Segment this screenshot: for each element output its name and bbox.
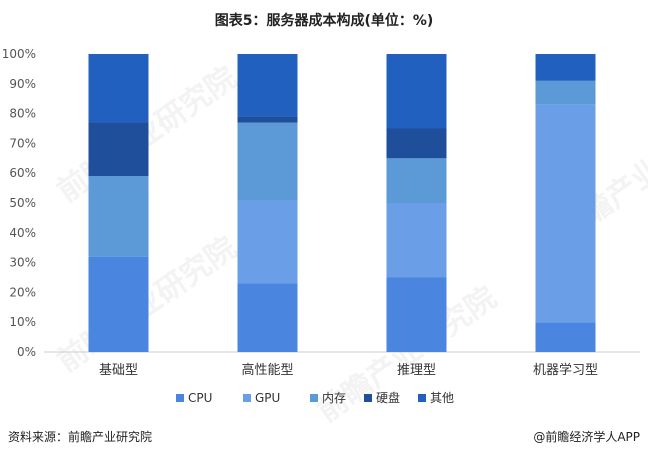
bar-segment [535, 104, 596, 323]
legend-swatch [243, 394, 251, 402]
bar-segment [237, 116, 298, 123]
y-tick-label: 70% [9, 136, 36, 150]
y-tick-label: 0% [17, 345, 36, 359]
legend-label: 内存 [322, 391, 346, 405]
legend-swatch [310, 394, 318, 402]
bar-segment [88, 176, 149, 257]
bar-segment [88, 122, 149, 177]
bar-segment [535, 54, 596, 81]
bar-segment [88, 256, 149, 352]
stacked-bar-chart: 0% 10% 20% 30% 40% 50% 60% 70% 80% 90% 100% 基础型 高性能型… [2, 47, 640, 405]
y-tick-label: 90% [9, 77, 36, 91]
bar-segment [535, 322, 596, 352]
x-tick-label: 推理型 [397, 363, 436, 378]
bar-segment [237, 54, 298, 117]
legend-swatch [176, 394, 184, 402]
chart-title: 图表5：服务器成本构成(单位：%) [214, 13, 434, 29]
legend-label: 其他 [430, 391, 454, 405]
y-tick-label: 80% [9, 107, 36, 121]
source-note: 资料来源：前瞻产业研究院 [8, 430, 153, 444]
x-tick-label: 机器学习型 [533, 362, 598, 378]
bar-segment [535, 80, 596, 105]
bar-segment [386, 54, 447, 129]
legend-swatch [418, 394, 426, 402]
y-tick-label: 50% [9, 196, 36, 210]
legend-swatch [364, 394, 372, 402]
bar-segment [237, 122, 298, 201]
legend-label: 硬盘 [376, 390, 400, 405]
bar-segment [237, 200, 298, 284]
bar-segment [237, 283, 298, 352]
y-tick-label: 10% [9, 315, 36, 329]
y-tick-label: 60% [9, 166, 36, 180]
bar-segment [386, 277, 447, 352]
y-tick-label: 20% [9, 285, 36, 299]
x-tick-label: 基础型 [99, 363, 138, 378]
bar-segment [88, 54, 149, 123]
legend-label: CPU [188, 391, 212, 405]
y-tick-label: 100% [2, 47, 36, 61]
credit-note: @前瞻经济学人APP [533, 430, 640, 444]
x-tick-label: 高性能型 [241, 362, 293, 378]
y-tick-label: 40% [9, 226, 36, 240]
bar-segment [386, 158, 447, 203]
y-tick-label: 30% [9, 256, 36, 270]
bar-segment [386, 203, 447, 278]
legend-label: GPU [255, 391, 280, 405]
bar-segment [386, 128, 447, 159]
